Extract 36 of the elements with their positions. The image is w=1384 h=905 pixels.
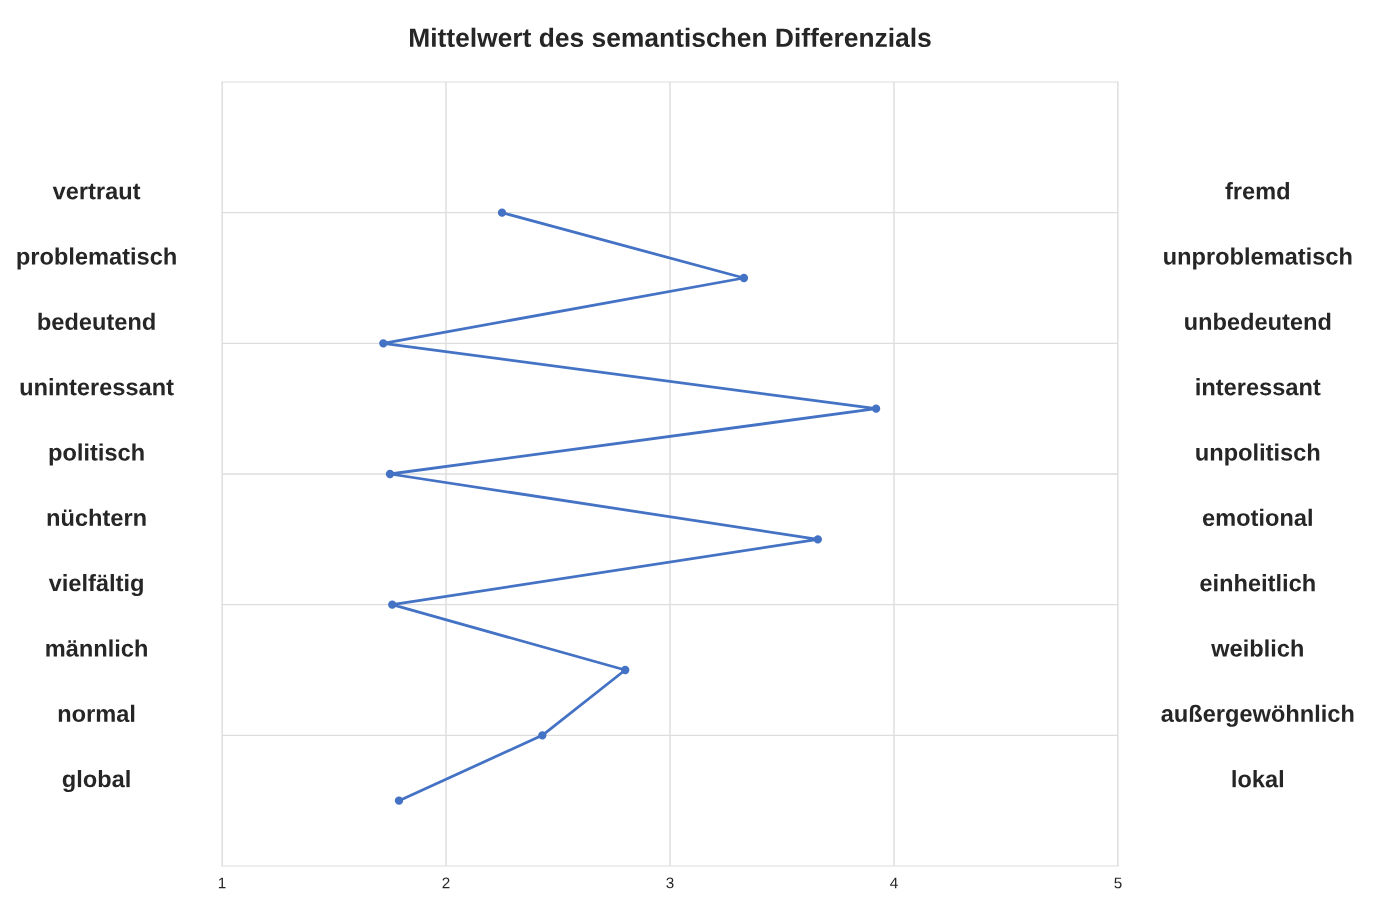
point — [379, 339, 388, 348]
y2-tick-label: interessant — [1196, 378, 1321, 396]
y2-tick-label: außergewöhnlich — [1161, 704, 1354, 727]
y2-tick-label: unpolitisch — [1196, 443, 1320, 466]
y2-tick-label: weiblich — [1211, 639, 1303, 657]
y-tick-label: vertraut — [52, 183, 141, 200]
y-tick-label: nüchtern — [47, 508, 146, 527]
y2-tick-label: emotional — [1202, 508, 1312, 527]
x-tick-label: 1 — [218, 877, 226, 889]
y2-tick-label: unproblematisch — [1164, 247, 1352, 270]
point — [385, 469, 395, 479]
y2-tick-label: unbedeutend — [1185, 312, 1331, 331]
y-tick-label: global — [62, 770, 130, 793]
chart-title: Mittelwert des semantischen Differenzials — [410, 27, 931, 48]
y-tick-label: uninteressant — [20, 378, 174, 396]
y-tick-label: politisch — [49, 443, 144, 466]
y-tick-label: bedeutend — [38, 312, 155, 331]
y-tick-label: normal — [58, 704, 135, 723]
y-tick-label: männlich — [46, 639, 147, 657]
point — [497, 208, 507, 217]
x-tick-label: 3 — [666, 877, 674, 889]
y-tick-label: vielfältig — [48, 574, 143, 597]
y2-tick-label: lokal — [1232, 770, 1284, 788]
y2-tick-label: fremd — [1225, 182, 1290, 200]
point — [388, 600, 397, 609]
point — [538, 731, 547, 740]
x-tick-label: 5 — [1114, 877, 1122, 889]
point — [394, 796, 404, 805]
point — [621, 665, 630, 675]
point — [871, 404, 881, 413]
point — [739, 273, 749, 283]
x-tick-label: 2 — [442, 877, 450, 889]
point — [813, 535, 823, 544]
x-tick-label: 4 — [890, 877, 898, 889]
y-tick-label: problematisch — [17, 247, 176, 270]
y2-tick-label: einheitlich — [1200, 574, 1315, 592]
